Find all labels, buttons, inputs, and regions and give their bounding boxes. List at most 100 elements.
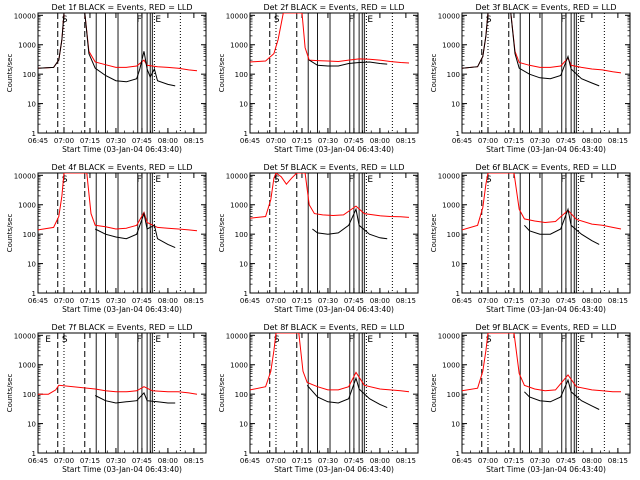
- annotation-letter: S: [62, 15, 68, 25]
- x-tick-label: 06:45: [240, 137, 260, 145]
- y-tick-label: 10000: [438, 12, 460, 20]
- chart-panel-7: Det 7f BLACK = Events, RED = LLD 1 10 100 10…: [6, 323, 207, 474]
- y-tick-label: 10: [27, 101, 36, 109]
- annotation-letter: S: [62, 175, 68, 185]
- x-tick-label: 07:30: [106, 137, 126, 145]
- annotation-letter: S: [274, 15, 280, 25]
- series-events-line: [524, 207, 600, 245]
- chart-panel-9: Det 9f BLACK = Events, RED = LLD 1 10 100 10…: [430, 323, 631, 474]
- y-axis-label: Counts/sec: [6, 54, 14, 93]
- y-tick-label: 1000: [18, 362, 36, 370]
- x-tick-label: 06:45: [452, 137, 472, 145]
- y-tick-label: 1000: [230, 42, 248, 50]
- y-tick-label: 100: [235, 231, 248, 239]
- x-tick-label: 07:00: [478, 297, 498, 305]
- y-tick-label: 1000: [230, 202, 248, 210]
- x-tick-label: 07:00: [266, 297, 286, 305]
- x-tick-label: 07:00: [266, 457, 286, 465]
- x-tick-label: 08:00: [370, 457, 390, 465]
- y-tick-label: 1: [456, 450, 460, 458]
- y-tick-label: 100: [447, 231, 460, 239]
- annotation-letter: S: [274, 175, 280, 185]
- x-tick-label: 07:15: [292, 137, 312, 145]
- plot-frame: [461, 332, 631, 454]
- x-tick-label: 07:45: [132, 457, 152, 465]
- x-tick-label: 08:00: [370, 297, 390, 305]
- plot-frame: [461, 172, 631, 294]
- x-tick-label: 07:45: [556, 137, 576, 145]
- series-lld-line: [250, 173, 410, 219]
- y-tick-label: 10000: [226, 332, 248, 340]
- series-lld-line: [462, 333, 621, 393]
- y-tick-label: 1: [32, 130, 36, 138]
- y-tick-label: 10: [451, 261, 460, 269]
- x-tick-label: 06:45: [240, 297, 260, 305]
- x-tick-label: 08:15: [184, 137, 204, 145]
- x-tick-label: 07:00: [478, 137, 498, 145]
- series-lld-line: [250, 13, 410, 64]
- chart-title: Det 5f BLACK = Events, RED = LLD: [263, 163, 404, 172]
- series-lld-line: [462, 173, 622, 231]
- x-tick-label: 07:15: [292, 297, 312, 305]
- x-tick-label: 08:15: [608, 137, 628, 145]
- x-tick-label: 08:15: [184, 457, 204, 465]
- annotation-letter: F: [561, 175, 566, 185]
- y-tick-label: 10000: [14, 172, 36, 180]
- chart-panel-2: Det 2f BLACK = Events, RED = LLD 1 10 100 10…: [218, 3, 419, 154]
- chart-title: Det 6f BLACK = Events, RED = LLD: [475, 163, 616, 172]
- annotation-letter: E: [367, 175, 373, 185]
- x-tick-label: 08:15: [396, 297, 416, 305]
- annotation-letter: E: [579, 335, 585, 345]
- x-tick-label: 08:00: [158, 297, 178, 305]
- x-tick-label: 07:30: [318, 457, 338, 465]
- annotation-letter: F: [137, 335, 142, 345]
- plot-frame: [37, 172, 207, 294]
- y-tick-label: 10000: [438, 172, 460, 180]
- x-tick-label: 07:00: [266, 137, 286, 145]
- plot-frame: [249, 12, 419, 134]
- annotation-letter: E: [579, 175, 585, 185]
- x-tick-label: 07:45: [556, 297, 576, 305]
- plot-frame: [37, 332, 207, 454]
- series-lld-line: [38, 384, 198, 395]
- x-tick-label: 08:00: [582, 457, 602, 465]
- annotation-letter: S: [486, 15, 492, 25]
- series-events-line: [306, 376, 388, 409]
- x-axis-label: Start Time (03-Jan-04 06:43:40): [274, 305, 394, 314]
- x-axis-label: Start Time (03-Jan-04 06:43:40): [62, 465, 182, 474]
- y-tick-label: 10: [239, 101, 248, 109]
- chart-title: Det 1f BLACK = Events, RED = LLD: [51, 3, 192, 12]
- x-axis-label: Start Time (03-Jan-04 06:43:40): [486, 305, 606, 314]
- series-events-line: [524, 378, 600, 410]
- y-axis-label: Counts/sec: [218, 54, 226, 93]
- x-tick-label: 07:30: [530, 457, 550, 465]
- chart-panel-6: Det 6f BLACK = Events, RED = LLD 1 10 100 10…: [430, 163, 631, 314]
- x-tick-label: 06:45: [240, 457, 260, 465]
- y-tick-label: 100: [447, 391, 460, 399]
- chart-title: Det 3f BLACK = Events, RED = LLD: [475, 3, 616, 12]
- series-events-line: [94, 391, 176, 404]
- y-tick-label: 10: [239, 261, 248, 269]
- series-events-line: [312, 207, 388, 240]
- annotation-letter: F: [349, 15, 354, 25]
- annotation-letter: S: [486, 175, 492, 185]
- y-axis-label: Counts/sec: [218, 374, 226, 413]
- y-axis-label: Counts/sec: [430, 214, 438, 253]
- x-tick-label: 07:30: [530, 297, 550, 305]
- y-tick-label: 100: [23, 71, 36, 79]
- x-tick-label: 08:15: [396, 457, 416, 465]
- chart-panel-8: Det 8f BLACK = Events, RED = LLD 1 10 100 10…: [218, 323, 419, 474]
- y-tick-label: 1000: [442, 202, 460, 210]
- x-tick-label: 08:00: [370, 137, 390, 145]
- x-tick-label: 07:30: [318, 137, 338, 145]
- annotation-letter: S: [274, 335, 280, 345]
- plot-frame: [249, 332, 419, 454]
- x-tick-label: 08:15: [608, 457, 628, 465]
- annotation-letter: F: [137, 175, 142, 185]
- series-events-line: [94, 211, 176, 249]
- y-axis-label: Counts/sec: [218, 214, 226, 253]
- x-tick-label: 07:30: [318, 297, 338, 305]
- series-events-line: [462, 13, 600, 87]
- y-tick-label: 10000: [14, 12, 36, 20]
